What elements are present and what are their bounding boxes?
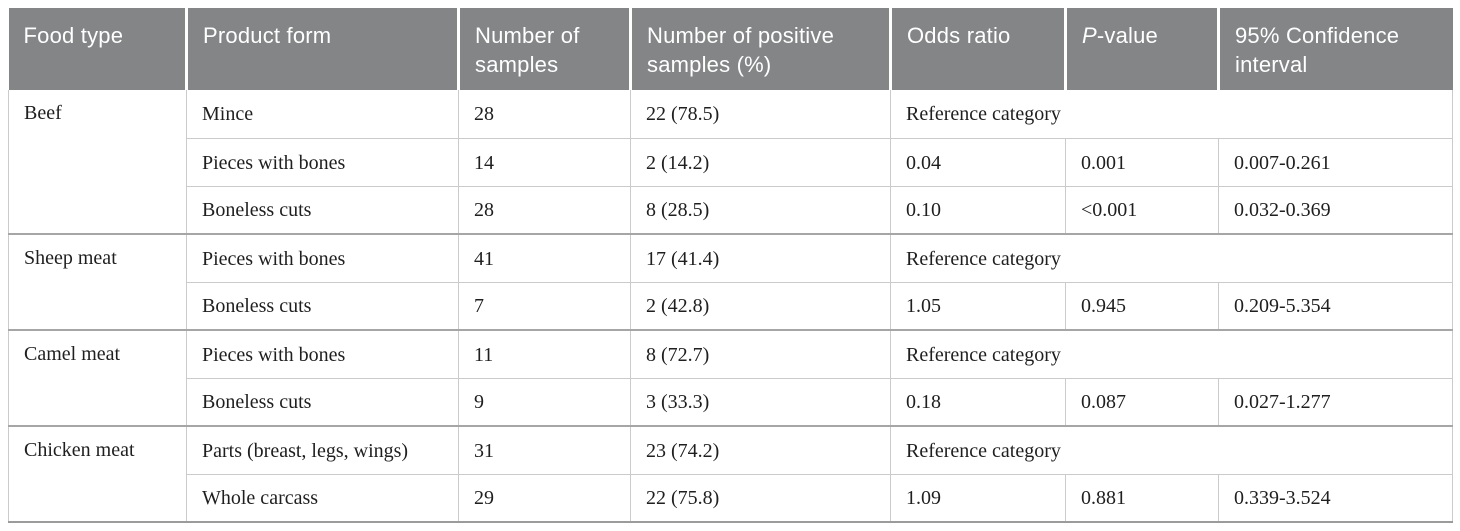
cell-p-value: <0.001 [1065,185,1219,235]
table-row: Camel meat Pieces with bones 11 8 (72.7) Ref… [8,329,1453,427]
cell-number-of-positive-samples: 2 (14.2) [630,137,891,187]
table-row: Beef Mince 28 22 (78.5) Reference category [8,90,1453,235]
cell-odds-ratio: 1.05 [890,281,1066,331]
table-row: Boneless cuts 7 2 (42.8) 1.05 0.945 0.209-5.3… [9,281,1453,331]
table-row: Boneless cuts 9 3 (33.3) 0.18 0.087 0.027-1.2… [9,377,1453,427]
cell-reference-category: Reference category [890,90,1453,139]
cell-product-form: Pieces with bones [186,137,459,187]
cell-p-value: 0.087 [1065,377,1219,427]
cell-p-value: 0.001 [1065,137,1219,187]
cell-p-value: 0.945 [1065,281,1219,331]
cell-product-form: Mince [186,90,459,139]
cell-number-of-positive-samples: 8 (72.7) [630,329,891,379]
cell-odds-ratio: 0.10 [890,185,1066,235]
cell-confidence-interval: 0.209-5.354 [1218,281,1453,331]
cell-number-of-positive-samples: 8 (28.5) [630,185,891,235]
table-row: Whole carcass 29 22 (75.8) 1.09 0.881 0.339-3… [9,473,1453,523]
header-row: Food type Product form Number of samples Nu… [8,8,1453,90]
cell-reference-category: Reference category [890,329,1453,379]
column-header-number-of-positive-samples: Number of positive samples (%) [629,8,891,90]
cell-number-of-positive-samples: 22 (78.5) [630,90,891,139]
cell-odds-ratio: 0.04 [890,137,1066,187]
cell-product-form: Boneless cuts [186,185,459,235]
cell-product-form: Pieces with bones [186,329,459,379]
column-header-95-confidence-interval: 95% Confidence interval [1217,8,1453,90]
cell-number-of-positive-samples: 3 (33.3) [630,377,891,427]
column-header-odds-ratio: Odds ratio [889,8,1066,90]
cell-reference-category: Reference category [890,233,1453,283]
table-row: Chicken meat Parts (breast, legs, wings) 3… [8,425,1453,523]
column-header-number-of-samples: Number of samples [457,8,631,90]
cell-number-of-samples: 7 [458,281,631,331]
table-row: Sheep meat Pieces with bones 41 17 (41.4) Re… [8,233,1453,331]
cell-food-type: Beef [8,90,187,235]
cell-number-of-samples: 28 [458,90,631,139]
cell-product-form: Whole carcass [186,473,459,523]
cell-number-of-positive-samples: 23 (74.2) [630,425,891,475]
cell-number-of-positive-samples: 17 (41.4) [630,233,891,283]
cell-product-form: Parts (breast, legs, wings) [186,425,459,475]
column-header-product-form: Product form [185,8,459,90]
cell-food-type: Chicken meat [8,425,187,523]
cell-number-of-samples: 41 [458,233,631,283]
cell-number-of-samples: 9 [458,377,631,427]
table-header: Food type Product form Number of samples Nu… [8,8,1453,90]
cell-p-value: 0.881 [1065,473,1219,523]
cell-food-type: Sheep meat [8,233,187,331]
cell-number-of-positive-samples: 22 (75.8) [630,473,891,523]
cell-odds-ratio: 1.09 [890,473,1066,523]
cell-confidence-interval: 0.007-0.261 [1218,137,1453,187]
cell-confidence-interval: 0.027-1.277 [1218,377,1453,427]
cell-number-of-samples: 14 [458,137,631,187]
odds-ratio-results-table: Food type Product form Number of samples Nu… [8,8,1453,523]
cell-odds-ratio: 0.18 [890,377,1066,427]
cell-product-form: Pieces with bones [186,233,459,283]
italic-header-prefix: P [1082,23,1097,48]
cell-product-form: Boneless cuts [186,377,459,427]
column-header-p-value: P-value [1064,8,1219,90]
cell-food-type: Camel meat [8,329,187,427]
cell-confidence-interval: 0.339-3.524 [1218,473,1453,523]
cell-number-of-samples: 28 [458,185,631,235]
cell-confidence-interval: 0.032-0.369 [1218,185,1453,235]
table-body: Beef Mince 28 22 (78.5) Reference category Pi… [8,90,1453,523]
cell-number-of-samples: 11 [458,329,631,379]
column-header-food-type: Food type [8,8,187,90]
cell-number-of-samples: 29 [458,473,631,523]
cell-number-of-positive-samples: 2 (42.8) [630,281,891,331]
odds-ratio-table-container: Food type Product form Number of samples Nu… [8,8,1453,523]
cell-number-of-samples: 31 [458,425,631,475]
table-row: Pieces with bones 14 2 (14.2) 0.04 0.001 0.00… [9,137,1453,187]
table-row: Boneless cuts 28 8 (28.5) 0.10 <0.001 0.032-0… [9,185,1453,235]
cell-product-form: Boneless cuts [186,281,459,331]
cell-reference-category: Reference category [890,425,1453,475]
